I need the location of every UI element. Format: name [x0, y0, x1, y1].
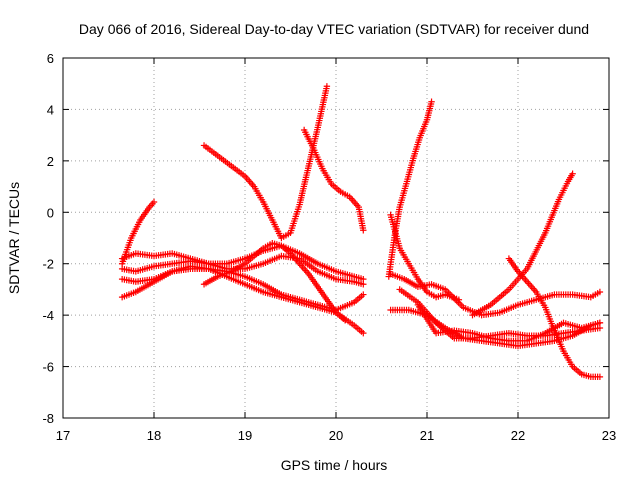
- data-point: [428, 98, 435, 105]
- data-point: [360, 329, 367, 337]
- data-point: [596, 288, 604, 296]
- data-point: [596, 319, 604, 327]
- x-tick-label: 17: [56, 428, 70, 443]
- series-arc-p: [505, 255, 604, 381]
- series-arc-g: [200, 83, 331, 242]
- y-tick-label: 4: [47, 102, 54, 117]
- data-point: [360, 291, 367, 298]
- data-point: [341, 317, 349, 324]
- data-point: [360, 281, 367, 288]
- x-axis-title: GPS time / hours: [281, 457, 388, 473]
- data-point: [360, 227, 367, 234]
- data-point: [596, 373, 604, 381]
- series-arc-f: [200, 239, 349, 324]
- data-point: [323, 83, 331, 90]
- chart-title: Day 066 of 2016, Sidereal Day-to-day VTE…: [79, 21, 589, 37]
- data-point: [569, 170, 576, 177]
- y-axis-title: SDTVAR / TECUs: [6, 182, 22, 294]
- y-tick-label: -2: [42, 257, 54, 272]
- x-tick-label: 20: [329, 428, 343, 443]
- series-arc-h: [300, 126, 367, 234]
- series-arc-o: [469, 170, 576, 319]
- series-arc-e: [118, 252, 367, 288]
- x-tick-label: 23: [602, 428, 616, 443]
- y-tick-label: -4: [42, 308, 54, 323]
- data-point: [150, 198, 158, 206]
- y-tick-label: -8: [42, 411, 54, 426]
- axes-layer: 17 18 19 20 21 22 23 -8 -6 -4 -2 0 2 4 6: [42, 51, 616, 443]
- x-tick-label: 21: [420, 428, 434, 443]
- points-layer: [118, 83, 604, 381]
- x-tick-label: 22: [511, 428, 525, 443]
- y-tick-label: 0: [47, 205, 54, 220]
- y-tick-label: 2: [47, 154, 54, 169]
- series-arc-n: [414, 301, 604, 345]
- y-tick-label: 6: [47, 51, 54, 66]
- x-tick-label: 19: [238, 428, 252, 443]
- series-arc-i: [385, 98, 435, 280]
- y-tick-label: -6: [42, 360, 54, 375]
- x-tick-label: 18: [147, 428, 161, 443]
